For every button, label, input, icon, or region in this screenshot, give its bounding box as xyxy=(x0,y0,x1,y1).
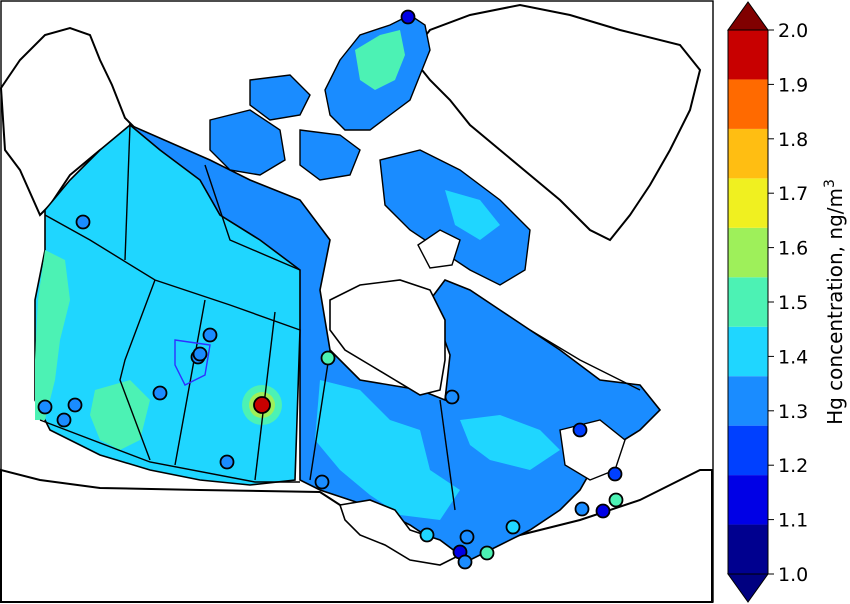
colorbar-under-triangle xyxy=(727,573,769,603)
station-marker-ab-central xyxy=(152,385,168,401)
arctic-island-victoria xyxy=(209,109,286,176)
alaska-outline xyxy=(0,26,137,217)
greenland-outline xyxy=(408,3,702,242)
colorbar-bin xyxy=(728,79,768,129)
colorbar-bin xyxy=(728,30,768,80)
green-patch-bc-coast xyxy=(35,250,70,420)
station-marker-quebec-east xyxy=(572,422,588,438)
station-marker-ab-north xyxy=(202,327,218,343)
colorbar-bin xyxy=(728,524,768,574)
station-marker-alert xyxy=(400,9,416,25)
colorbar-tick-label: 1.4 xyxy=(778,346,808,368)
station-marker-on-5 xyxy=(419,527,435,543)
station-marker-ab-fortmcmurray-2 xyxy=(192,346,208,362)
map-border xyxy=(0,0,714,603)
station-marker-james-bay xyxy=(444,389,460,405)
colorbar-ticks: 1.0 1.1 1.2 1.3 1.4 1.5 1.6 1.7 1.8 1.9 2.0 xyxy=(768,20,808,586)
colorbar-bin xyxy=(728,326,768,377)
station-marker-sk-south xyxy=(219,454,235,470)
colorbar-bin xyxy=(728,425,768,476)
station-marker-sk-hotspot xyxy=(253,396,271,414)
colorbar-bin xyxy=(728,475,768,525)
colorbar-label-superscript: 3 xyxy=(822,179,838,188)
boundary-manitoba-ontario xyxy=(309,349,331,481)
boundary-yukon-nwt xyxy=(124,124,131,261)
colorbar-label: Hg concentration, ng/m3 xyxy=(822,179,847,425)
colorbar-bin xyxy=(728,227,768,278)
station-marker-ns-1 xyxy=(608,492,624,508)
colorbar-bin xyxy=(728,376,768,426)
boundary-nwt-nunavut xyxy=(204,164,301,271)
arctic-island-devon xyxy=(299,129,361,181)
hudson-bay-island xyxy=(417,229,461,269)
colorbar-tick-label: 1.7 xyxy=(778,183,808,205)
station-marker-nb xyxy=(595,503,611,519)
great-lakes xyxy=(338,499,462,566)
colorbar-bin xyxy=(728,178,768,228)
cyan-patch-quebec xyxy=(460,415,560,470)
arctic-island-ellesmere-green xyxy=(355,30,405,90)
station-marker-ns-2 xyxy=(607,466,623,482)
colorbar-tick-label: 1.2 xyxy=(778,455,808,477)
colorbar-bin xyxy=(728,128,768,179)
green-patch-bc-south xyxy=(90,380,150,450)
station-marker-bc-1 xyxy=(37,399,53,415)
station-markers xyxy=(37,9,624,570)
station-marker-hudson-west xyxy=(320,350,336,366)
boundary-bc-alberta xyxy=(119,279,156,461)
cyan-patch-ontario xyxy=(315,380,460,520)
boundary-ontario-quebec xyxy=(439,399,456,511)
boundary-sask-manitoba xyxy=(254,311,276,481)
colorbar-tick-label: 1.3 xyxy=(778,401,808,423)
station-marker-on-1 xyxy=(505,519,521,535)
station-marker-yukon xyxy=(75,214,91,230)
wood-buffalo-outline xyxy=(174,339,211,386)
colorbar-over-triangle xyxy=(727,1,769,31)
arctic-island-banks xyxy=(249,74,311,121)
colorbar-tick-label: 2.0 xyxy=(778,20,808,42)
hudson-bay xyxy=(329,279,446,396)
station-marker-on-6 xyxy=(457,554,473,570)
station-marker-on-2 xyxy=(459,529,475,545)
colorbar-tick-label: 1.9 xyxy=(778,74,808,96)
province-boundaries xyxy=(39,124,641,511)
colorbar-tick-label: 1.8 xyxy=(778,129,808,151)
colorbar-tick-label: 1.0 xyxy=(778,564,808,586)
colorbar-bin xyxy=(728,277,768,327)
station-marker-bc-2 xyxy=(67,397,83,413)
station-marker-bc-3 xyxy=(56,412,72,428)
colorbar-label-main: Hg concentration, ng/m xyxy=(823,188,847,425)
station-marker-ns-3 xyxy=(574,501,590,517)
station-marker-on-4 xyxy=(479,545,495,561)
map-panel xyxy=(0,0,714,603)
arctic-island-baffin-cyan xyxy=(445,190,500,240)
colorbar-bins xyxy=(728,30,768,574)
colorbar-tick-label: 1.6 xyxy=(778,238,808,260)
boundary-us-border xyxy=(39,419,300,483)
colorbar-tick-label: 1.5 xyxy=(778,292,808,314)
station-marker-mb-south xyxy=(314,474,330,490)
boundary-quebec-labrador xyxy=(529,329,641,391)
colorbar-tick-label: 1.1 xyxy=(778,510,808,532)
colorbar: 1.0 1.1 1.2 1.3 1.4 1.5 1.6 1.7 1.8 1.9 2.0 Hg con… xyxy=(727,1,847,603)
